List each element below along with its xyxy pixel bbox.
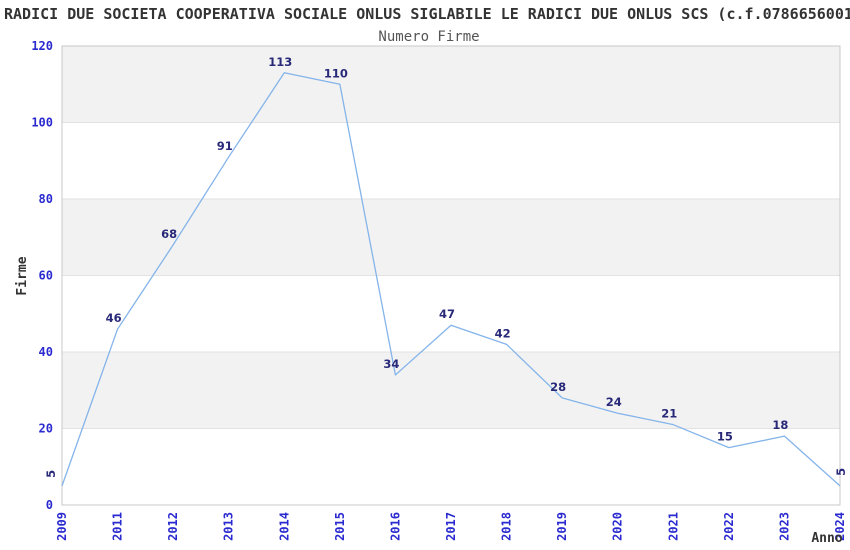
- x-tick-label: 2021: [666, 512, 680, 541]
- data-point-label: 113: [268, 55, 292, 69]
- data-point-label: 24: [606, 395, 622, 409]
- y-tick-label: 20: [39, 422, 53, 436]
- y-tick-label: 40: [39, 345, 53, 359]
- grid-band: [62, 199, 840, 276]
- data-point-label: 91: [217, 139, 233, 153]
- x-tick-label: 2020: [611, 512, 625, 541]
- y-tick-label: 60: [39, 269, 53, 283]
- grid-band: [62, 46, 840, 123]
- x-tick-label: 2024: [833, 512, 847, 541]
- y-axis-title: Firme: [15, 256, 30, 295]
- data-point-label: 5: [44, 470, 58, 478]
- data-line: [61, 72, 841, 487]
- data-point-label: 42: [495, 326, 511, 340]
- x-axis-title: Anno: [811, 531, 842, 546]
- data-point-label: 47: [439, 307, 455, 321]
- data-point-label: 68: [161, 227, 177, 241]
- data-point-label: 34: [383, 357, 399, 371]
- x-tick-label: 2012: [166, 512, 180, 541]
- x-tick-label: 2014: [277, 512, 291, 541]
- plot-border: [61, 45, 841, 506]
- data-point-label: 46: [106, 311, 122, 325]
- x-tick-label: 2009: [55, 512, 69, 541]
- grid-band: [62, 352, 840, 429]
- x-tick-label: 2011: [111, 512, 125, 541]
- data-point-label: 110: [324, 66, 348, 80]
- x-tick-label: 2019: [555, 512, 569, 541]
- y-tick-label: 100: [31, 116, 53, 130]
- y-tick-label: 80: [39, 192, 53, 206]
- x-tick-label: 2013: [222, 512, 236, 541]
- x-tick-label: 2015: [333, 512, 347, 541]
- data-point-label: 28: [550, 380, 566, 394]
- x-tick-label: 2022: [722, 512, 736, 541]
- chart-subtitle: Numero Firme: [378, 29, 479, 45]
- data-point-label: 18: [772, 418, 788, 432]
- x-tick-label: 2023: [777, 512, 791, 541]
- data-point-label: 15: [717, 430, 733, 444]
- y-tick-label: 120: [31, 39, 53, 53]
- chart-title: RADICI DUE SOCIETA COOPERATIVA SOCIALE O…: [4, 5, 850, 23]
- x-tick-label: 2016: [388, 512, 402, 541]
- plot-area: 0 20 40 60 80 100 120 2009 2011 2012 2013 2014 2015 2…: [31, 39, 848, 541]
- x-tick-label: 2017: [444, 512, 458, 541]
- data-point-label: 21: [661, 407, 677, 421]
- y-tick-label: 0: [46, 498, 53, 512]
- data-point-label: 5: [834, 468, 848, 476]
- x-tick-label: 2018: [500, 512, 514, 541]
